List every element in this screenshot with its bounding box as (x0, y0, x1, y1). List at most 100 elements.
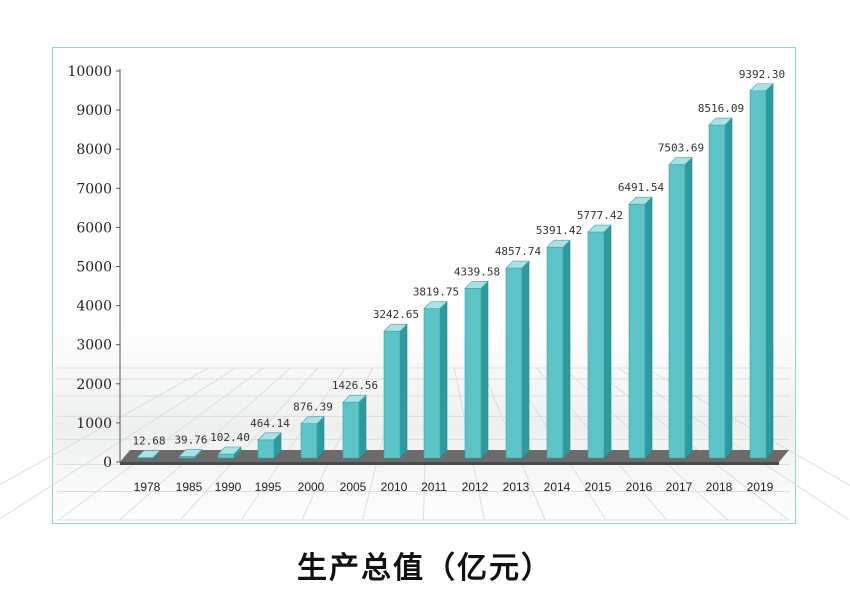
x-tick-label: 2019 (747, 480, 774, 494)
floor-grid-line (119, 367, 291, 521)
base-platform-edge (120, 462, 779, 465)
bar-top (668, 157, 693, 165)
bar-front (300, 423, 318, 459)
data-label: 464.14 (250, 417, 290, 430)
x-tick-label: 2017 (666, 480, 693, 494)
bar-side (603, 224, 612, 459)
bar (668, 156, 693, 459)
bar-side (562, 239, 571, 459)
bar (217, 446, 242, 459)
bar-front (587, 231, 605, 459)
bar-front (464, 288, 482, 459)
bar-front (342, 401, 360, 459)
bar-side (358, 394, 367, 459)
x-tick-label: 1978 (134, 480, 161, 494)
bar-front (423, 308, 441, 459)
bar-top (708, 117, 733, 126)
x-tick-label: 2000 (298, 480, 325, 494)
bar (749, 83, 774, 459)
bar-side (684, 156, 693, 459)
x-tick-label: 2016 (626, 480, 653, 494)
bar-top (464, 281, 489, 289)
bar-front (546, 246, 564, 459)
bar (383, 323, 408, 459)
bar (423, 300, 448, 459)
y-tick-label: 5000 (76, 260, 112, 276)
bar (300, 416, 325, 459)
x-tick-label: 1990 (215, 480, 242, 494)
bar-top (257, 432, 282, 441)
bar-side (644, 196, 653, 459)
bar-top (383, 323, 408, 332)
y-tick-label: 4000 (76, 299, 112, 315)
floor-grid-line (58, 367, 264, 521)
bar (257, 432, 282, 459)
bar (342, 394, 367, 459)
bar-top (217, 446, 242, 455)
bar-front (668, 164, 686, 459)
y-tick-label: 3000 (76, 338, 112, 354)
bar (505, 260, 530, 459)
bar-front (257, 439, 275, 459)
bar-front (217, 453, 235, 459)
x-tick-label: 2018 (706, 480, 733, 494)
data-label: 876.39 (293, 401, 333, 414)
data-label: 4339.58 (454, 265, 500, 278)
data-label: 8516.09 (698, 102, 744, 115)
x-tick-label: 1995 (255, 480, 282, 494)
bar-top (628, 196, 653, 205)
bar-side (480, 280, 489, 459)
floor-grid-line (179, 367, 318, 521)
bar-side (765, 83, 774, 459)
data-label: 1426.56 (332, 379, 378, 392)
bar (178, 448, 203, 459)
y-tick-label: 6000 (76, 220, 112, 236)
bar (464, 280, 489, 459)
data-label: 102.40 (210, 431, 250, 444)
data-label: 4857.74 (495, 245, 542, 258)
data-label: 5391.42 (536, 224, 582, 237)
bar (136, 449, 161, 459)
bar-side (521, 260, 530, 459)
bar (546, 239, 571, 459)
x-tick-label: 2011 (421, 480, 447, 494)
bar-front (383, 330, 401, 459)
bar-front (749, 90, 767, 459)
floor-grid-line (0, 367, 236, 520)
x-tick-label: 2005 (340, 480, 367, 494)
y-tick-label: 0 (103, 455, 112, 471)
x-tick-label: 2015 (585, 480, 612, 494)
y-tick-label: 9000 (76, 103, 112, 119)
y-tick-label: 1000 (76, 416, 112, 432)
y-tick-label: 2000 (76, 377, 112, 393)
data-label: 5777.42 (577, 209, 623, 222)
floor-grid-line (301, 367, 373, 521)
bar-side (724, 117, 733, 459)
bar (628, 196, 653, 459)
x-tick-label: 1985 (176, 480, 203, 494)
bar-top (178, 449, 203, 457)
data-label: 39.76 (174, 433, 207, 446)
x-tick-label: 2013 (503, 480, 530, 494)
bar-side (439, 300, 448, 459)
floor-grid-line (240, 367, 346, 521)
bar-front (708, 124, 726, 459)
data-label: 6491.54 (618, 181, 665, 194)
bar-top (423, 301, 448, 309)
data-label: 9392.30 (739, 68, 785, 81)
data-label: 7503.69 (658, 142, 704, 155)
bar-top (300, 416, 325, 425)
bar-front (628, 203, 646, 459)
y-tick-label: 10000 (67, 64, 112, 80)
bar-top (136, 450, 161, 458)
x-tick-label: 2014 (544, 480, 571, 494)
y-tick-label: 7000 (76, 181, 112, 197)
bar-top (505, 260, 530, 269)
labels: 12.68 1978 39.76 1985 102.40 1990 464.14 1995 87… (132, 68, 785, 494)
bar (587, 224, 612, 459)
data-label: 12.68 (132, 435, 165, 448)
y-tick-label: 8000 (76, 142, 112, 158)
data-label: 3242.65 (373, 308, 419, 321)
data-label: 3819.75 (413, 286, 459, 299)
